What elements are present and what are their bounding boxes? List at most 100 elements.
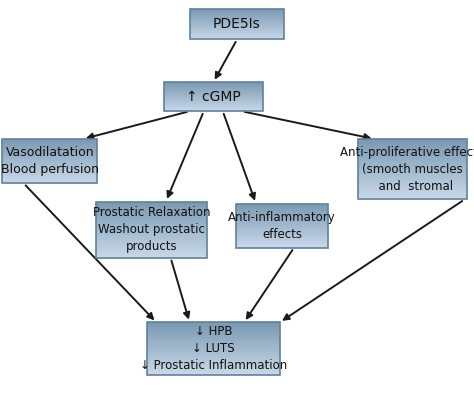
FancyBboxPatch shape (358, 186, 467, 187)
FancyBboxPatch shape (164, 93, 263, 94)
FancyBboxPatch shape (190, 35, 284, 36)
FancyBboxPatch shape (147, 374, 280, 375)
FancyBboxPatch shape (190, 16, 284, 17)
FancyBboxPatch shape (164, 89, 263, 90)
FancyBboxPatch shape (164, 95, 263, 96)
FancyBboxPatch shape (358, 162, 467, 163)
FancyBboxPatch shape (236, 216, 328, 217)
FancyBboxPatch shape (147, 360, 280, 361)
FancyBboxPatch shape (236, 217, 328, 218)
FancyBboxPatch shape (164, 104, 263, 105)
FancyBboxPatch shape (358, 184, 467, 185)
FancyBboxPatch shape (358, 166, 467, 167)
FancyBboxPatch shape (2, 144, 97, 145)
FancyBboxPatch shape (190, 15, 284, 16)
FancyBboxPatch shape (96, 221, 207, 222)
FancyBboxPatch shape (236, 204, 328, 205)
FancyBboxPatch shape (2, 147, 97, 148)
FancyBboxPatch shape (164, 92, 263, 93)
FancyBboxPatch shape (2, 181, 97, 182)
FancyBboxPatch shape (190, 13, 284, 14)
FancyBboxPatch shape (236, 210, 328, 211)
FancyBboxPatch shape (96, 226, 207, 227)
FancyBboxPatch shape (96, 244, 207, 245)
FancyBboxPatch shape (2, 150, 97, 151)
FancyBboxPatch shape (236, 218, 328, 220)
FancyBboxPatch shape (358, 164, 467, 166)
FancyBboxPatch shape (190, 30, 284, 31)
FancyBboxPatch shape (2, 141, 97, 142)
FancyBboxPatch shape (96, 207, 207, 208)
FancyBboxPatch shape (96, 235, 207, 237)
FancyBboxPatch shape (164, 86, 263, 87)
FancyBboxPatch shape (190, 36, 284, 37)
FancyBboxPatch shape (190, 9, 284, 10)
FancyBboxPatch shape (164, 106, 263, 107)
FancyBboxPatch shape (358, 193, 467, 195)
FancyBboxPatch shape (147, 362, 280, 363)
FancyBboxPatch shape (236, 214, 328, 215)
FancyBboxPatch shape (147, 333, 280, 334)
FancyBboxPatch shape (96, 212, 207, 213)
FancyBboxPatch shape (96, 237, 207, 238)
FancyBboxPatch shape (358, 141, 467, 143)
FancyBboxPatch shape (96, 257, 207, 258)
FancyBboxPatch shape (96, 210, 207, 212)
FancyBboxPatch shape (236, 239, 328, 240)
FancyBboxPatch shape (164, 91, 263, 92)
FancyBboxPatch shape (96, 241, 207, 242)
FancyBboxPatch shape (164, 94, 263, 95)
FancyBboxPatch shape (2, 174, 97, 175)
FancyBboxPatch shape (147, 331, 280, 332)
FancyBboxPatch shape (147, 338, 280, 339)
FancyBboxPatch shape (358, 195, 467, 196)
FancyBboxPatch shape (147, 340, 280, 341)
FancyBboxPatch shape (358, 163, 467, 164)
FancyBboxPatch shape (96, 249, 207, 250)
FancyBboxPatch shape (2, 180, 97, 181)
FancyBboxPatch shape (2, 164, 97, 165)
FancyBboxPatch shape (96, 245, 207, 247)
FancyBboxPatch shape (358, 179, 467, 180)
FancyBboxPatch shape (190, 27, 284, 28)
FancyBboxPatch shape (147, 371, 280, 372)
FancyBboxPatch shape (2, 157, 97, 158)
FancyBboxPatch shape (96, 240, 207, 241)
FancyBboxPatch shape (190, 20, 284, 21)
FancyBboxPatch shape (358, 154, 467, 155)
FancyBboxPatch shape (96, 203, 207, 204)
FancyBboxPatch shape (2, 160, 97, 161)
FancyBboxPatch shape (147, 347, 280, 349)
FancyBboxPatch shape (96, 204, 207, 205)
FancyBboxPatch shape (96, 229, 207, 230)
FancyBboxPatch shape (2, 161, 97, 162)
FancyBboxPatch shape (164, 98, 263, 99)
FancyBboxPatch shape (147, 358, 280, 359)
FancyBboxPatch shape (236, 230, 328, 231)
FancyBboxPatch shape (236, 212, 328, 213)
FancyBboxPatch shape (358, 152, 467, 154)
FancyBboxPatch shape (358, 197, 467, 198)
FancyBboxPatch shape (236, 208, 328, 209)
FancyBboxPatch shape (96, 233, 207, 234)
FancyBboxPatch shape (147, 350, 280, 351)
FancyBboxPatch shape (96, 214, 207, 215)
FancyBboxPatch shape (164, 109, 263, 110)
FancyBboxPatch shape (2, 148, 97, 149)
FancyBboxPatch shape (147, 349, 280, 350)
FancyBboxPatch shape (2, 145, 97, 146)
FancyBboxPatch shape (358, 143, 467, 144)
FancyBboxPatch shape (358, 175, 467, 177)
FancyBboxPatch shape (164, 105, 263, 106)
FancyBboxPatch shape (190, 34, 284, 35)
FancyBboxPatch shape (190, 18, 284, 19)
FancyBboxPatch shape (164, 84, 263, 85)
FancyBboxPatch shape (96, 234, 207, 235)
FancyBboxPatch shape (164, 96, 263, 97)
FancyBboxPatch shape (96, 231, 207, 232)
FancyBboxPatch shape (236, 247, 328, 248)
FancyBboxPatch shape (147, 352, 280, 353)
FancyBboxPatch shape (2, 167, 97, 168)
FancyBboxPatch shape (236, 220, 328, 221)
FancyBboxPatch shape (236, 244, 328, 245)
